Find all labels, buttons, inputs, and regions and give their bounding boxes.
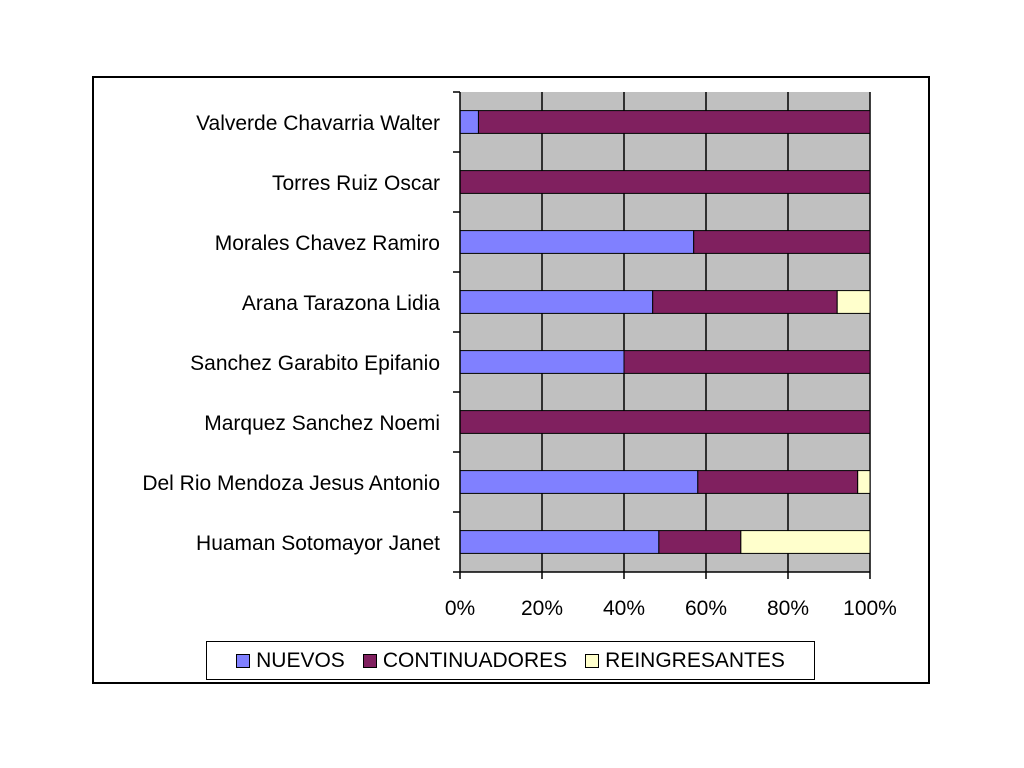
legend-swatch [362,653,377,668]
x-tick-label: 100% [843,597,897,620]
category-label: Marquez Sanchez Noemi [204,412,440,435]
bar-continuadores [693,230,871,254]
bar-continuadores [697,470,859,494]
category-label: Morales Chavez Ramiro [215,232,440,255]
bar-reingresantes [857,470,871,494]
plot-area [460,92,870,572]
x-tick-label: 80% [767,597,809,620]
bar-continuadores [658,530,742,554]
bar-nuevos [459,110,479,134]
x-tick-label: 20% [521,597,563,620]
category-label: Huaman Sotomayor Janet [196,532,440,555]
bar-continuadores [623,350,871,374]
bar-nuevos [459,230,695,254]
legend-item-nuevos: NUEVOS [236,649,345,673]
legend-swatch [585,653,600,668]
bar-reingresantes [836,290,871,314]
bar-continuadores [459,170,871,194]
category-label: Valverde Chavarria Walter [196,112,440,135]
category-label: Arana Tarazona Lidia [242,292,440,315]
bar-nuevos [459,530,660,554]
bar-continuadores [477,110,871,134]
bar-nuevos [459,290,654,314]
legend-item-continuadores: CONTINUADORES [362,648,568,673]
legend-label: CONTINUADORES [382,648,568,672]
legend-label: NUEVOS [256,648,345,672]
legend-label: REINGRESANTES [605,648,785,672]
x-tick-label: 0% [445,597,475,620]
bar-nuevos [459,350,625,374]
category-label: Del Rio Mendoza Jesus Antonio [142,472,440,495]
legend-item-reingresantes: REINGRESANTES [585,649,785,673]
legend-swatch [236,653,251,668]
x-tick-label: 40% [603,597,645,620]
chart-legend: NUEVOS CONTINUADORES REINGRESANTES [206,641,815,680]
bar-reingresantes [740,530,871,554]
category-label: Torres Ruiz Oscar [272,172,440,195]
category-label: Sanchez Garabito Epifanio [190,352,440,375]
bar-nuevos [459,470,699,494]
x-tick-label: 60% [685,597,727,620]
bar-continuadores [459,410,871,434]
bar-continuadores [652,290,838,314]
